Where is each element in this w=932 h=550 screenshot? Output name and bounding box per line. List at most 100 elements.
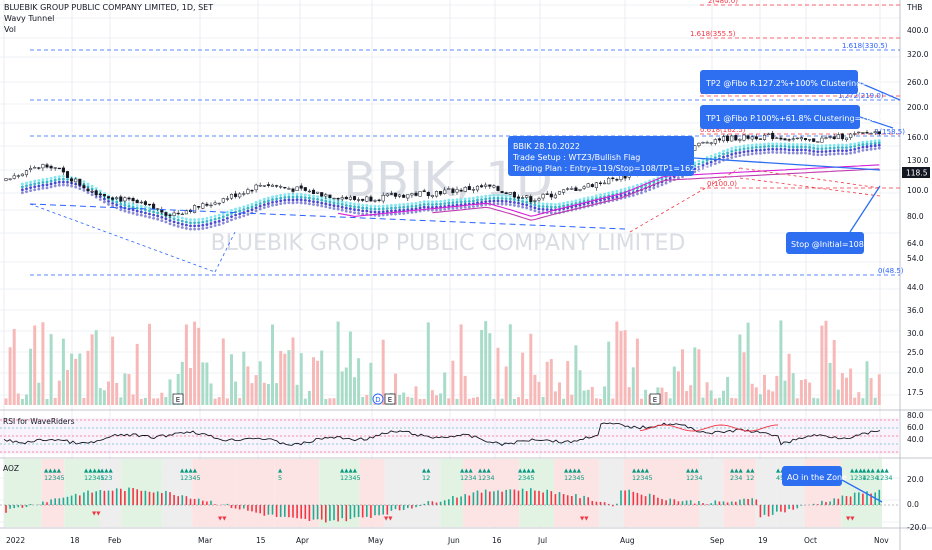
ao-bar <box>456 497 458 505</box>
tunnel-dot <box>299 198 303 202</box>
time-axis-tick: Aug <box>620 536 635 545</box>
ao-bar <box>669 498 671 505</box>
tunnel-dot <box>316 198 319 201</box>
price-axis-tick: 80.0 <box>907 212 924 221</box>
candle-body <box>574 187 578 191</box>
volume-bar <box>459 324 463 405</box>
tunnel-dot <box>800 142 803 146</box>
volume-bar <box>500 398 504 405</box>
candle-body <box>37 167 41 169</box>
tunnel-dot <box>221 218 225 222</box>
callout-tp2[interactable]: TP2 @Fibo R.127.2%+100% Clustering=219 <box>700 70 901 101</box>
volume-bar <box>553 391 557 405</box>
ao-bar <box>193 498 196 505</box>
tunnel-dot <box>82 188 86 192</box>
callout-ao[interactable]: AO in the Zone <box>782 466 883 503</box>
time-axis-tick: Mar <box>198 536 213 545</box>
tunnel-dot <box>824 150 828 153</box>
candle-body <box>734 135 738 141</box>
volume-bar <box>590 386 594 405</box>
tunnel-dot <box>426 205 430 209</box>
ao-bar <box>234 505 237 509</box>
tunnel-dot <box>857 146 861 150</box>
time-axis-tick: May <box>368 536 384 545</box>
tunnel-dot <box>332 204 336 207</box>
candle-body <box>258 185 262 187</box>
ao-bar <box>484 489 487 505</box>
tunnel-dot <box>861 148 865 152</box>
volume-bar <box>455 398 459 405</box>
volume-bar <box>566 360 570 405</box>
tunnel-dot <box>410 205 414 208</box>
volume-bar <box>201 362 205 405</box>
indicator-wavy-tunnel[interactable]: Wavy Tunnel <box>4 14 55 23</box>
tunnel-dot <box>234 207 238 211</box>
tunnel-dot <box>693 170 697 174</box>
ao-marker-arrows: ▲▲▲▲ <box>632 468 650 474</box>
indicator-volume[interactable]: Vol <box>4 25 16 34</box>
tunnel-dot <box>21 188 24 192</box>
candle-body <box>324 194 328 197</box>
callout-stop[interactable]: Stop @Initial=108.0 <box>786 185 881 254</box>
volume-bar <box>205 362 209 405</box>
volume-bar <box>381 339 385 405</box>
tunnel-dot <box>508 203 512 207</box>
ao-bar <box>152 492 155 505</box>
volume-bar <box>537 381 541 405</box>
tunnel-dot <box>295 201 299 204</box>
tunnel-dot <box>94 187 98 190</box>
candle-body <box>414 192 418 196</box>
candle-body <box>234 193 238 197</box>
tunnel-dot <box>164 220 168 224</box>
tunnel-dot <box>185 220 188 224</box>
tunnel-dot <box>29 180 32 184</box>
candle-body <box>24 170 29 176</box>
tunnel-dot <box>226 210 229 214</box>
tunnel-dot <box>759 143 762 147</box>
candle-body <box>570 188 574 190</box>
tunnel-dot <box>804 151 807 155</box>
candle-body <box>238 193 242 198</box>
tunnel-dot <box>750 149 754 153</box>
tunnel-dot <box>205 216 209 220</box>
tunnel-dot <box>336 207 340 211</box>
ao-bar <box>398 505 401 511</box>
candle-body <box>701 141 705 144</box>
candle-body <box>832 136 836 140</box>
tunnel-dot <box>398 206 401 209</box>
tunnel-dot <box>328 197 332 201</box>
callout-tp1[interactable]: TP1 @Fibo P.100%+61.8% Clustering=162.5 <box>700 105 894 129</box>
volume-bar <box>463 375 467 405</box>
tunnel-dot <box>873 147 877 151</box>
tunnel-dot <box>320 198 324 202</box>
candle-body <box>283 186 287 189</box>
tunnel-dot <box>586 201 590 205</box>
ao-bar <box>673 499 676 505</box>
volume-bar <box>287 350 291 405</box>
rsi-axis: 80.0 40.0 60.0 <box>907 411 924 444</box>
tunnel-dot <box>135 209 139 213</box>
tunnel-dot <box>668 176 672 180</box>
ao-axis-tick: 0.0 <box>907 500 919 509</box>
candle-body <box>459 189 463 192</box>
tunnel-dot <box>435 200 438 204</box>
tunnel-dot <box>463 205 467 209</box>
ao-bar <box>730 501 733 505</box>
ao-bar <box>66 496 69 505</box>
tunnel-dot <box>312 200 315 203</box>
tunnel-dot <box>713 156 717 159</box>
volume-bar <box>726 376 730 405</box>
ao-marker-down: ▼▼ <box>580 516 589 522</box>
callout-setup[interactable]: BBIK 28.10.2022 Trade Setup : WTZ3/Bulli… <box>508 136 881 176</box>
symbol-title[interactable]: BLUEBIK GROUP PUBLIC COMPANY LIMITED, 1D… <box>4 3 214 12</box>
tunnel-dot <box>49 176 53 180</box>
tunnel-dot <box>492 199 496 203</box>
tunnel-dot <box>283 193 287 197</box>
ao-bar <box>128 487 130 505</box>
candle-body <box>381 195 385 202</box>
candle-body <box>594 182 598 188</box>
ao-bar <box>862 493 864 505</box>
tunnel-dot <box>246 212 250 216</box>
tunnel-dot <box>267 196 270 200</box>
tunnel-dot <box>447 201 451 205</box>
